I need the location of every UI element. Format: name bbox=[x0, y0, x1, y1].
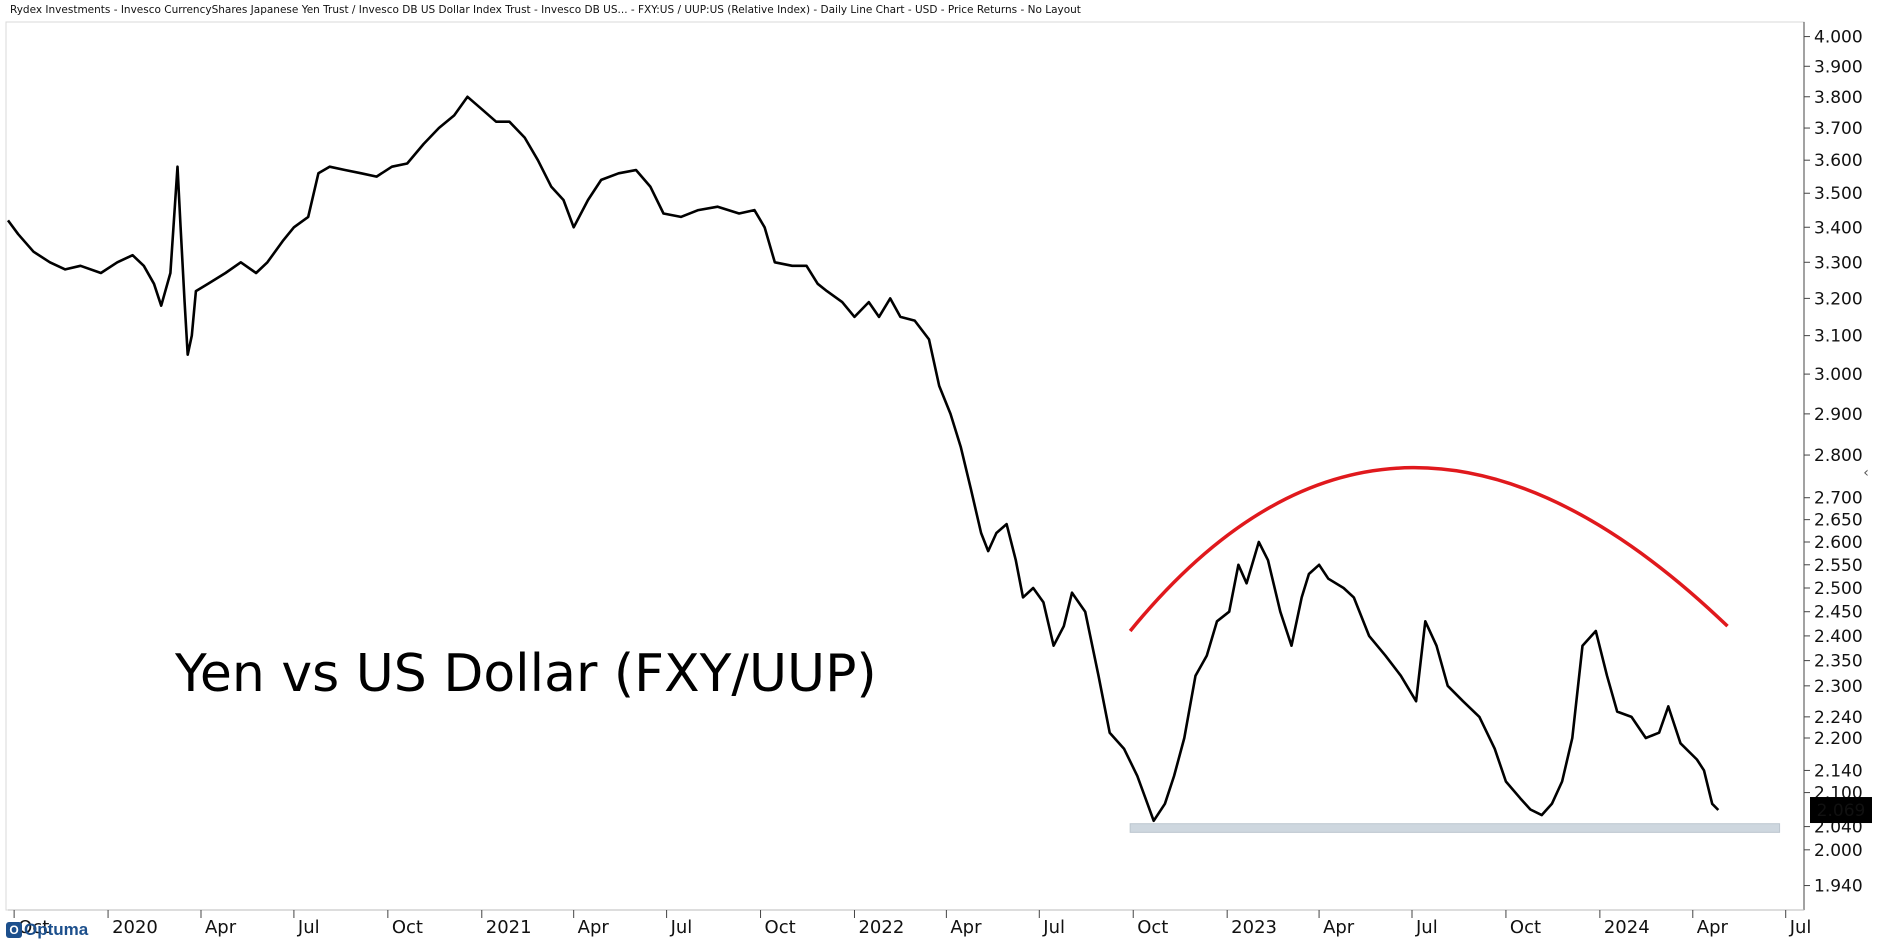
optuma-wordmark: Optuma bbox=[24, 920, 89, 939]
series-layer bbox=[6, 95, 1720, 823]
chart-header-title: Rydex Investments - Invesco CurrencyShar… bbox=[10, 4, 1081, 16]
resistance-arc bbox=[1128, 466, 1729, 633]
y-tick-label: 1.940 bbox=[1814, 877, 1863, 897]
y-tick-label: 2.300 bbox=[1814, 677, 1863, 697]
y-tick-label: 2.240 bbox=[1814, 708, 1863, 728]
y-tick-label: 2.140 bbox=[1814, 761, 1863, 781]
support-band bbox=[1129, 823, 1781, 833]
x-tick-label: Oct bbox=[392, 917, 423, 938]
x-tick-label: 2022 bbox=[858, 917, 904, 938]
y-tick-label: 3.200 bbox=[1814, 289, 1863, 309]
y-tick-label: 2.400 bbox=[1814, 627, 1863, 647]
y-tick-label: 4.000 bbox=[1814, 28, 1863, 48]
optuma-mark-icon: O bbox=[6, 922, 22, 938]
chart-annotation: Yen vs US Dollar (FXY/UUP) bbox=[174, 644, 877, 704]
x-tick-label: Jul bbox=[1789, 917, 1812, 938]
chevron-left-icon[interactable]: ‹ bbox=[1863, 465, 1869, 481]
x-tick-label: 2020 bbox=[112, 917, 158, 938]
optuma-logo: O Optuma bbox=[6, 920, 88, 940]
y-tick-label: 2.550 bbox=[1814, 556, 1863, 576]
plot-frame bbox=[5, 21, 1805, 911]
x-tick-label: 2021 bbox=[486, 917, 532, 938]
y-tick-label: 3.900 bbox=[1814, 57, 1863, 77]
x-tick-label: Jul bbox=[297, 917, 320, 938]
x-tick-label: Oct bbox=[1510, 917, 1541, 938]
x-tick-label: 2023 bbox=[1231, 917, 1277, 938]
x-tick-label: Oct bbox=[1137, 917, 1168, 938]
y-tick-label: 2.200 bbox=[1814, 729, 1863, 749]
series-line bbox=[6, 95, 1720, 823]
y-axis: 4.000 3.900 3.800 3.700 3.600 3.500 3.400 3.300… bbox=[1804, 28, 1863, 897]
y-tick-label: 2.700 bbox=[1814, 489, 1863, 509]
x-tick-label: Apr bbox=[205, 917, 237, 938]
y-tick-label: 3.600 bbox=[1814, 151, 1863, 171]
y-tick-label: 2.600 bbox=[1814, 533, 1863, 553]
x-tick-label: Apr bbox=[578, 917, 610, 938]
x-tick-label: Apr bbox=[1323, 917, 1355, 938]
x-tick-label: Apr bbox=[950, 917, 982, 938]
arc-layer bbox=[1128, 466, 1729, 633]
x-tick-label: 2024 bbox=[1604, 917, 1650, 938]
x-tick-label: Apr bbox=[1697, 917, 1729, 938]
y-tick-label: 2.650 bbox=[1814, 511, 1863, 531]
y-tick-label: 3.300 bbox=[1814, 253, 1863, 273]
y-tick-label: 3.700 bbox=[1814, 119, 1863, 139]
x-tick-label: Jul bbox=[1415, 917, 1438, 938]
y-tick-label: 3.000 bbox=[1814, 365, 1863, 385]
y-tick-label: 2.500 bbox=[1814, 579, 1863, 599]
last-price-badge: 2.069 bbox=[1810, 797, 1872, 824]
y-tick-label: 2.450 bbox=[1814, 603, 1863, 623]
y-tick-label: 3.800 bbox=[1814, 88, 1863, 108]
y-tick-label: 2.000 bbox=[1814, 841, 1863, 861]
x-tick-label: Jul bbox=[1042, 917, 1065, 938]
x-axis: Oct 2020 Apr Jul Oct 2021 Apr Jul Oct 2022 Apr Jul O… bbox=[8, 909, 1812, 938]
support-band-layer bbox=[1129, 823, 1781, 833]
y-tick-label: 3.400 bbox=[1814, 218, 1863, 238]
y-tick-label: 3.100 bbox=[1814, 327, 1863, 347]
y-tick-label: 2.350 bbox=[1814, 652, 1863, 672]
last-price-value: 2.069 bbox=[1817, 801, 1866, 821]
y-tick-label: 2.800 bbox=[1814, 446, 1863, 466]
y-tick-label: 2.900 bbox=[1814, 405, 1863, 425]
x-tick-label: Oct bbox=[765, 917, 796, 938]
x-tick-label: Oct bbox=[18, 917, 49, 938]
x-tick-label: Jul bbox=[670, 917, 693, 938]
y-tick-label: 3.500 bbox=[1814, 184, 1863, 204]
